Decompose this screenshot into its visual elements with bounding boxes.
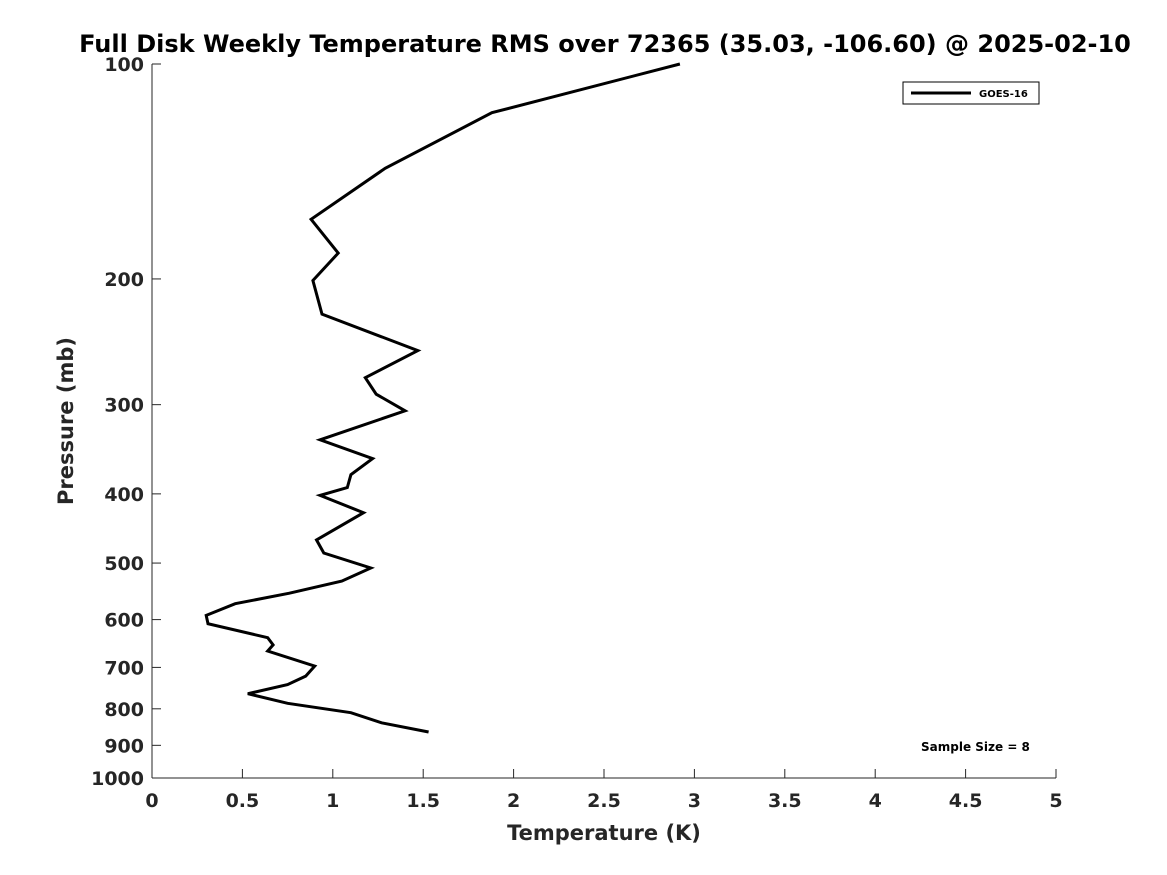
y-tick-label: 800 (104, 699, 144, 721)
y-tick-label: 300 (104, 395, 144, 417)
x-tick-label: 2 (507, 790, 520, 812)
y-axis-label: Pressure (mb) (54, 337, 78, 505)
chart-title: Full Disk Weekly Temperature RMS over 72… (79, 30, 1131, 58)
y-tick-label: 900 (104, 735, 144, 757)
x-tick-label: 0.5 (226, 790, 260, 812)
plot-area (151, 64, 1056, 779)
sample-size-annotation: Sample Size = 8 (921, 740, 1030, 754)
x-tick-label: 1.5 (406, 790, 440, 812)
x-axis-label: Temperature (K) (507, 821, 701, 845)
x-tick-label: 3.5 (768, 790, 802, 812)
y-tick-label: 700 (104, 657, 144, 679)
x-tick-label: 2.5 (587, 790, 621, 812)
y-axis-ticks: 100 200 300 400 500 600 700 800 900 1000 (91, 54, 161, 790)
x-tick-label: 3 (688, 790, 701, 812)
x-tick-label: 0 (145, 790, 158, 812)
x-tick-label: 4.5 (949, 790, 983, 812)
x-tick-label: 4 (869, 790, 882, 812)
legend-label-goes-16: GOES-16 (979, 89, 1028, 100)
y-tick-label: 1000 (91, 768, 144, 790)
y-tick-label: 200 (104, 269, 144, 291)
x-tick-label: 1 (326, 790, 339, 812)
y-tick-label: 600 (104, 610, 144, 632)
legend: GOES-16 (902, 81, 1040, 105)
x-axis-ticks: 0 0.5 1 1.5 2 2.5 3 3.5 4 4.5 5 (145, 769, 1063, 812)
series-layer (204, 62, 681, 734)
x-tick-label: 5 (1049, 790, 1062, 812)
series-line-goes-16 (204, 62, 681, 734)
y-tick-label: 400 (104, 484, 144, 506)
y-tick-label: 500 (104, 553, 144, 575)
y-tick-label: 100 (104, 54, 144, 76)
